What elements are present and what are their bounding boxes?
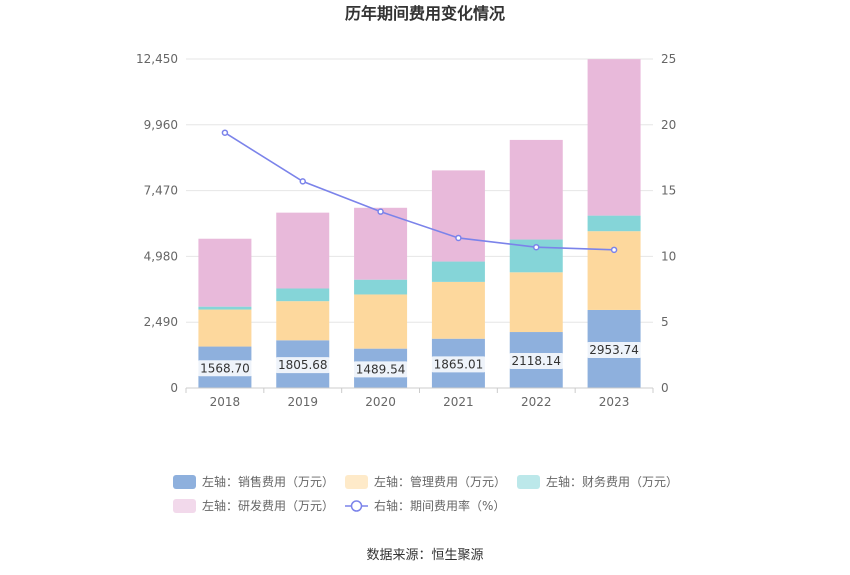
- legend-item[interactable]: 左轴：管理费用（万元）: [345, 474, 506, 489]
- bar-segment: [431, 281, 485, 339]
- bar-segment: [431, 261, 485, 282]
- data-label: 1805.68: [278, 358, 328, 372]
- data-label: 1865.01: [434, 357, 484, 371]
- grid-lines: [186, 58, 653, 323]
- data-label-bg: [353, 361, 408, 378]
- x-tick-label: 2019: [287, 395, 318, 409]
- bar-segment: [276, 288, 330, 302]
- bar-segment: [509, 139, 563, 240]
- rate-point: [610, 246, 618, 254]
- bar-segment: [431, 170, 485, 262]
- x-tick-label: 2018: [210, 395, 241, 409]
- rate-point: [221, 129, 229, 136]
- bar-segment: [354, 279, 408, 295]
- legend-swatch: [173, 499, 196, 513]
- x-tick-label: 2020: [365, 395, 396, 409]
- legend-swatch: [173, 475, 196, 489]
- bar-segment: [276, 212, 330, 289]
- bar-segment: [354, 207, 408, 280]
- chart-title: 历年期间费用变化情况: [345, 4, 505, 23]
- right-tick-label: 20: [661, 118, 676, 132]
- x-tick-label: 2021: [443, 395, 474, 409]
- legend-item[interactable]: 左轴：研发费用（万元）: [173, 498, 334, 513]
- bar-segment: [587, 231, 641, 310]
- left-axis-ticks: 0 2,490 4,980 7,470 9,960 12,450: [136, 52, 178, 395]
- left-tick-label: 9,960: [144, 118, 178, 132]
- right-tick-label: 10: [661, 249, 676, 263]
- legend[interactable]: 左轴：销售费用（万元） 左轴：管理费用（万元） 左轴：财务费用（万元） 左轴：研发费用…: [173, 474, 678, 513]
- left-tick-label: 12,450: [136, 52, 178, 66]
- rate-point: [377, 208, 384, 215]
- left-tick-label: 2,490: [144, 315, 178, 329]
- legend-item[interactable]: 左轴：销售费用（万元）: [173, 474, 334, 489]
- right-tick-label: 5: [661, 315, 669, 329]
- data-label: 2953.74: [589, 343, 639, 357]
- left-tick-label: 4,980: [144, 249, 178, 263]
- bar-segment: [587, 59, 641, 216]
- x-axis: 2018 2019 2020 2021 2022 2023: [185, 387, 654, 409]
- x-tick-label: 2022: [521, 395, 552, 409]
- legend-marker: [350, 500, 363, 512]
- rate-point: [533, 243, 540, 251]
- data-label-bg: [509, 353, 564, 370]
- legend-swatch: [345, 475, 368, 489]
- data-label: 1568.70: [200, 361, 250, 375]
- legend-item[interactable]: 右轴：期间费用率（%）: [345, 498, 505, 513]
- legend-label: 左轴：研发费用（万元）: [202, 498, 334, 513]
- bar-series: [198, 59, 641, 388]
- legend-swatch: [517, 475, 540, 489]
- data-label: 2118.14: [511, 354, 561, 368]
- legend-label: 右轴：期间费用率（%）: [374, 498, 505, 513]
- legend-label: 左轴：销售费用（万元）: [202, 474, 334, 489]
- bar-segment: [198, 309, 252, 347]
- data-label-bg: [586, 341, 642, 358]
- rate-point: [299, 178, 306, 185]
- data-label-bg: [431, 356, 486, 373]
- right-tick-label: 15: [661, 184, 676, 198]
- right-tick-label: 0: [661, 381, 669, 395]
- bar-segment: [587, 215, 641, 232]
- legend-label: 左轴：财务费用（万元）: [546, 474, 678, 489]
- rate-line: [224, 132, 615, 251]
- right-tick-label: 25: [661, 52, 676, 66]
- left-tick-label: 7,470: [144, 184, 178, 198]
- rate-line-series: [221, 129, 618, 254]
- legend-label: 左轴：管理费用（万元）: [374, 474, 506, 489]
- left-tick-label: 0: [170, 381, 178, 395]
- bar-segment: [509, 272, 563, 333]
- right-axis-ticks: 0 5 10 15 20 25: [661, 52, 676, 395]
- bar-segment: [276, 301, 330, 341]
- data-label-bg: [197, 360, 253, 377]
- bar-segment: [198, 238, 252, 307]
- rate-point: [455, 234, 462, 242]
- legend-item[interactable]: 左轴：财务费用（万元）: [517, 474, 678, 489]
- bar-segment: [354, 294, 408, 349]
- source-note: 数据来源：恒生聚源: [366, 548, 483, 563]
- bar-segment: [198, 306, 252, 310]
- data-labels: 1568.70 1805.68 1489.54 1865.01 2118.14 2953.…: [197, 341, 642, 378]
- data-label: 1489.54: [356, 362, 406, 376]
- data-label-bg: [275, 357, 330, 374]
- x-tick-label: 2023: [599, 395, 630, 409]
